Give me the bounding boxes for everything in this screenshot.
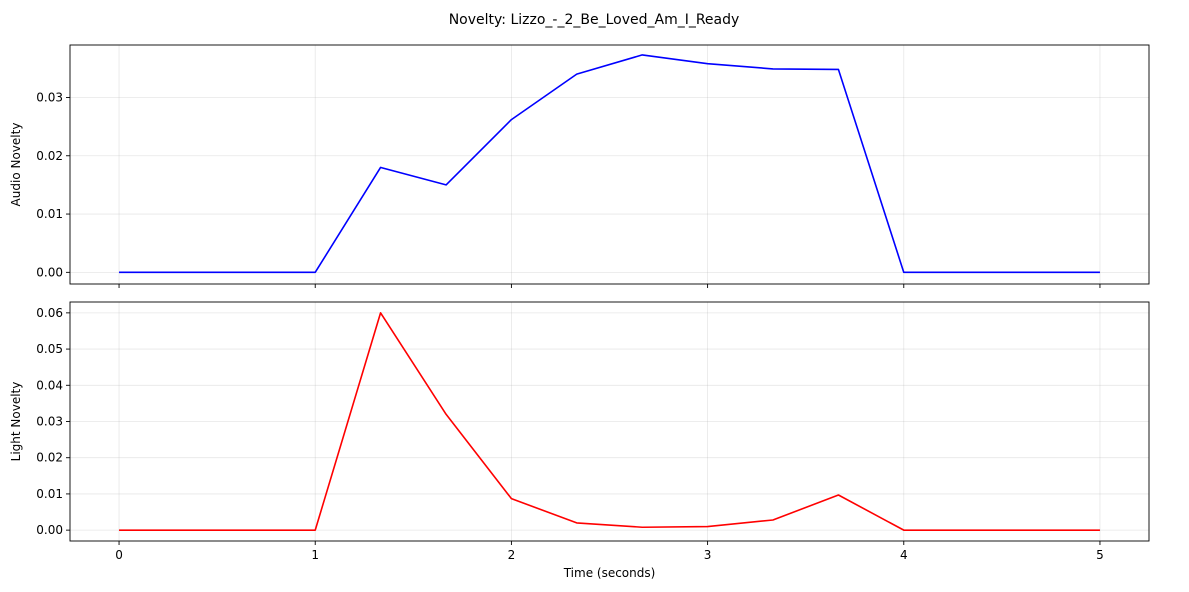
x-tick-label: 2 — [508, 548, 516, 562]
x-tick-label: 5 — [1096, 548, 1104, 562]
y-tick-label: 0.01 — [36, 207, 63, 221]
chart-panel-2: 0 1 2 3 4 5 0.00 0.01 0.02 0.03 0.04 0.05 0.06 Light … — [9, 301, 1150, 580]
x-tick-label: 4 — [900, 548, 908, 562]
x-tick-label: 1 — [311, 548, 319, 562]
y-axis-label: Light Novelty — [9, 382, 23, 462]
x-tick-label: 3 — [704, 548, 712, 562]
x-tick-label: 0 — [115, 548, 123, 562]
series-line-1 — [119, 312, 1100, 531]
y-tick-label: 0.03 — [36, 415, 63, 429]
y-tick-label: 0.05 — [36, 342, 63, 356]
y-tick-label: 0.00 — [36, 523, 63, 537]
axes-frame — [69, 44, 1150, 285]
y-tick-label: 0.06 — [36, 306, 63, 320]
y-tick-label: 0.02 — [36, 149, 63, 163]
y-tick-label: 0.04 — [36, 378, 63, 392]
y-tick-label: 0.03 — [36, 90, 63, 104]
y-tick-label: 0.00 — [36, 265, 63, 279]
x-axis-label: Time (seconds) — [563, 566, 656, 580]
chart-panel-1: 0.00 0.01 0.02 0.03 Audio Novelty — [9, 44, 1150, 288]
y-tick-label: 0.01 — [36, 487, 63, 501]
figure-title: Novelty: Lizzo_-_2_Be_Loved_Am_I_Ready — [449, 12, 740, 28]
y-tick-label: 0.02 — [36, 451, 63, 465]
y-axis-label: Audio Novelty — [9, 123, 23, 207]
series-line-1 — [119, 54, 1100, 274]
